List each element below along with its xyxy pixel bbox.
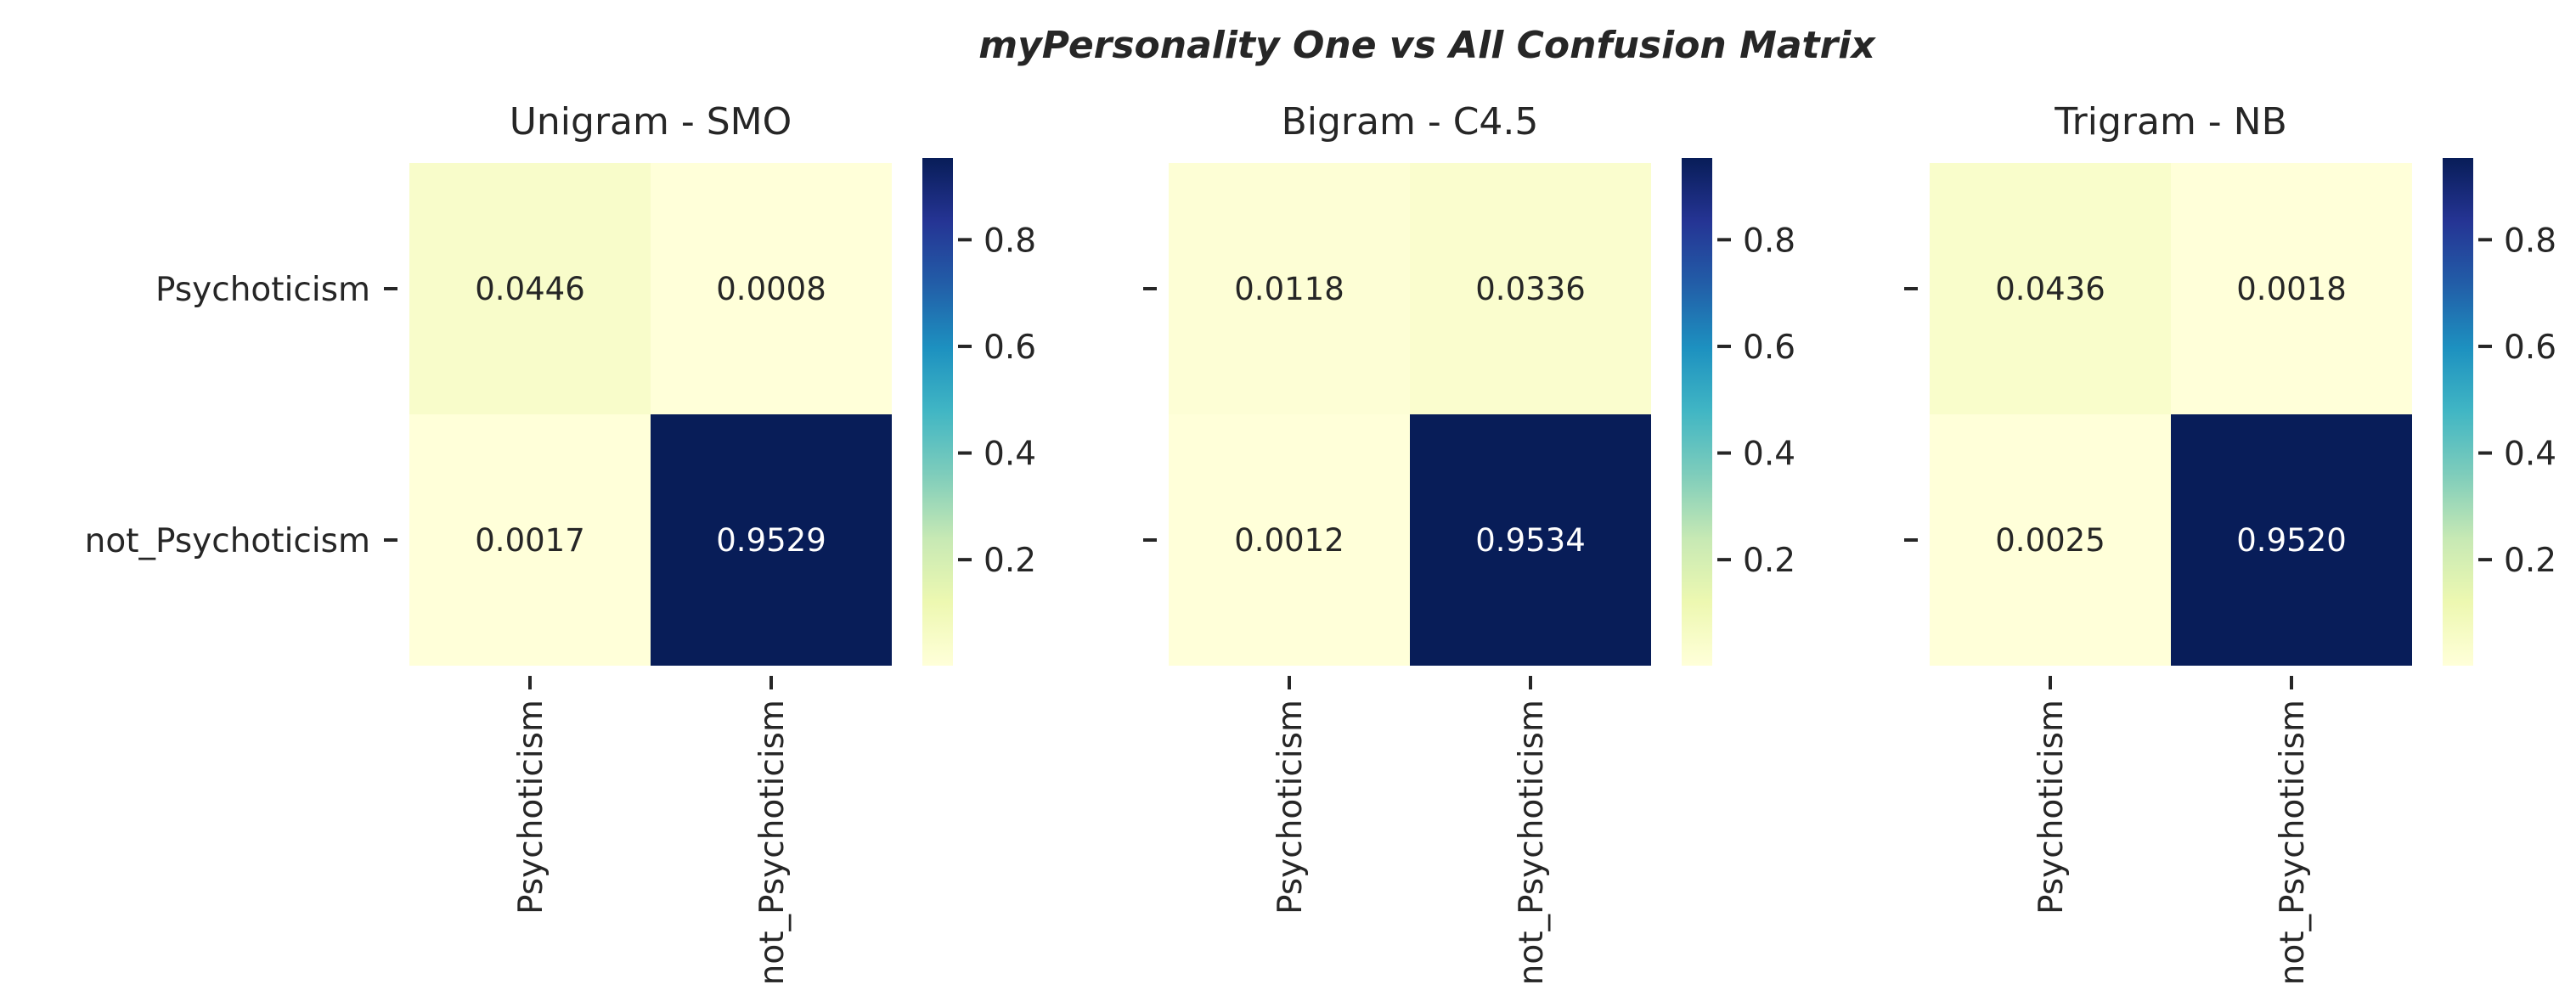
heatmap-cell — [1410, 414, 1651, 666]
colorbar-tick-label: 0.8 — [2504, 222, 2556, 260]
heatmap-cell — [651, 414, 892, 666]
heatmap-cell — [1169, 163, 1410, 414]
heatmap-cell — [1169, 414, 1410, 666]
cell-value-label: 0.0017 — [475, 522, 584, 559]
y-tick-label: not_Psychoticism — [85, 522, 370, 560]
heatmap-panel: Unigram - SMO 0.0446 0.0008 0.0017 0.9529 Psy… — [85, 100, 1036, 985]
panel-title: Trigram - NB — [2054, 100, 2287, 143]
heatmap-cell — [409, 163, 651, 414]
heatmap-panel: Bigram - C4.5 0.0118 0.0336 0.0012 0.9534 Psy… — [1143, 100, 1795, 985]
figure-title: myPersonality One vs All Confusion Matri… — [978, 24, 1876, 67]
cell-value-label: 0.0025 — [1995, 522, 2105, 559]
cell-value-label: 0.0336 — [1475, 271, 1585, 307]
cell-value-label: 0.0008 — [716, 271, 826, 307]
colorbar-tick-label: 0.4 — [984, 436, 1036, 474]
colorbar — [1682, 158, 1712, 666]
colorbar-tick-label: 0.4 — [2504, 436, 2556, 474]
colorbar — [922, 158, 953, 666]
colorbar-tick-label: 0.2 — [2504, 542, 2556, 580]
colorbar — [2443, 158, 2473, 666]
colorbar-tick-label: 0.6 — [984, 329, 1036, 367]
colorbar-tick-label: 0.8 — [984, 222, 1036, 260]
x-tick-label: not_Psychoticism — [1513, 700, 1551, 985]
heatmap-cell — [1930, 163, 2171, 414]
cell-value-label: 0.0118 — [1234, 271, 1344, 307]
heatmap-cell — [651, 163, 892, 414]
colorbar-tick-label: 0.8 — [1743, 222, 1795, 260]
heatmap-cell — [1410, 163, 1651, 414]
colorbar-tick-label: 0.6 — [2504, 329, 2556, 367]
x-tick-label: Psychoticism — [2032, 700, 2071, 914]
colorbar-tick-label: 0.2 — [1743, 542, 1795, 580]
colorbar-tick-label: 0.4 — [1743, 436, 1795, 474]
cell-value-label: 0.0012 — [1234, 522, 1344, 559]
y-tick-label: Psychoticism — [155, 271, 370, 309]
cell-value-label: 0.0018 — [2236, 271, 2346, 307]
x-tick-label: Psychoticism — [1271, 700, 1310, 914]
heatmap-cell — [1930, 414, 2171, 666]
colorbar-tick-label: 0.6 — [1743, 329, 1795, 367]
heatmap-cell — [409, 414, 651, 666]
cell-value-label: 0.0446 — [475, 271, 584, 307]
heatmap-panels: Unigram - SMO 0.0446 0.0008 0.0017 0.9529 Psy… — [85, 100, 2556, 985]
heatmap-cell — [2171, 414, 2412, 666]
cell-value-label: 0.9529 — [716, 522, 826, 559]
colorbar-tick-label: 0.2 — [984, 542, 1036, 580]
heatmap-cell — [2171, 163, 2412, 414]
cell-value-label: 0.0436 — [1995, 271, 2105, 307]
x-tick-label: Psychoticism — [512, 700, 550, 914]
cell-value-label: 0.9520 — [2236, 522, 2346, 559]
cell-value-label: 0.9534 — [1475, 522, 1585, 559]
x-tick-label: not_Psychoticism — [2274, 700, 2312, 985]
panel-title: Unigram - SMO — [510, 100, 792, 143]
heatmap-panel: Trigram - NB 0.0436 0.0018 0.0025 0.9520 Psyc… — [1904, 100, 2556, 985]
x-tick-label: not_Psychoticism — [753, 700, 792, 985]
panel-title: Bigram - C4.5 — [1282, 100, 1539, 143]
